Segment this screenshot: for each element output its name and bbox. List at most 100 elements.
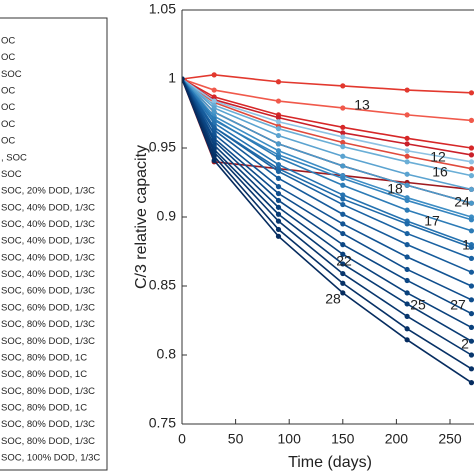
legend-label: SOC, 80% DOD, 1C xyxy=(1,352,87,363)
legend: OC OC SOC OC OC OC OC , SOC SOC SOC, 20% DOD, 1/3… xyxy=(1,36,100,464)
data-point xyxy=(340,175,346,181)
data-point xyxy=(340,280,346,286)
series-line xyxy=(182,78,472,246)
x-tick-label: 150 xyxy=(331,431,355,447)
legend-label: SOC, 80% DOD, 1C xyxy=(1,402,87,413)
series-line xyxy=(182,78,472,163)
data-point xyxy=(275,141,282,147)
data-point xyxy=(468,244,474,250)
data-point xyxy=(275,190,282,197)
data-point xyxy=(340,130,346,136)
data-point xyxy=(468,311,474,317)
data-point xyxy=(468,186,474,192)
data-point xyxy=(468,352,474,358)
data-point xyxy=(468,166,474,172)
data-point xyxy=(275,204,282,210)
data-point xyxy=(404,148,410,154)
curve-label: 13 xyxy=(354,97,370,113)
x-tick-label: 0 xyxy=(178,431,186,447)
legend-box xyxy=(0,17,108,471)
data-point xyxy=(404,207,410,213)
legend-label: SOC, 40% DOD, 1/3C xyxy=(1,236,95,247)
x-tick-label: 250 xyxy=(438,431,462,447)
data-point xyxy=(275,218,282,224)
x-axis-label: Time (days) xyxy=(288,454,372,471)
data-point xyxy=(340,201,346,208)
legend-label: SOC, 80% DOD, 1/3C xyxy=(1,336,95,347)
curve-label: 28 xyxy=(325,291,341,307)
data-point xyxy=(404,197,410,204)
y-tick-label: 0.8 xyxy=(157,346,177,362)
data-point xyxy=(404,141,410,147)
data-point xyxy=(211,87,217,93)
curve-label: 22 xyxy=(336,253,352,269)
curve-label: 1 xyxy=(462,237,470,253)
y-tick-label: 0.9 xyxy=(157,208,177,224)
data-point xyxy=(340,144,346,150)
data-point xyxy=(275,175,282,181)
data-point xyxy=(340,230,346,237)
data-point xyxy=(211,98,217,104)
data-point xyxy=(275,148,282,154)
data-point xyxy=(340,290,346,296)
data-point xyxy=(340,251,346,257)
data-point xyxy=(404,87,410,93)
curve-label: 27 xyxy=(450,297,466,313)
legend-label: SOC, 40% DOD, 1/3C xyxy=(1,219,95,230)
data-point xyxy=(275,155,282,161)
data-point xyxy=(404,230,410,237)
x-tick-label: 200 xyxy=(385,431,409,447)
data-point xyxy=(404,266,410,273)
data-point xyxy=(182,76,185,82)
data-point xyxy=(468,228,474,234)
series-line xyxy=(182,78,472,232)
data-point xyxy=(404,337,410,343)
data-point xyxy=(404,135,410,141)
axes: 0 50 100 150 200 250 0.75 0.8 0.85 0.9 0.95 1 1.05 xyxy=(149,1,462,447)
data-point xyxy=(468,283,474,289)
data-point xyxy=(404,277,410,284)
legend-label: SOC xyxy=(1,69,22,80)
legend-label: SOC, 100% DOD, 1/3C xyxy=(1,453,100,464)
series-line xyxy=(182,78,472,370)
legend-label: SOC, 60% DOD, 1/3C xyxy=(1,302,95,313)
series-line xyxy=(182,78,472,329)
data-point xyxy=(275,119,282,125)
data-point xyxy=(404,313,410,319)
data-point xyxy=(340,163,346,169)
series-line xyxy=(182,78,472,149)
data-point xyxy=(468,200,474,206)
legend-label: SOC, 80% DOD, 1/3C xyxy=(1,386,95,397)
y-tick-label: 0.75 xyxy=(149,415,176,431)
curve-label: 25 xyxy=(410,297,426,313)
series-line xyxy=(182,74,472,94)
data-point xyxy=(404,326,410,332)
series-line xyxy=(182,78,472,287)
data-point xyxy=(404,221,410,227)
series-line xyxy=(182,78,472,218)
legend-label: OC xyxy=(1,52,15,63)
y-tick-label: 0.95 xyxy=(149,139,176,155)
legend-label: SOC, 40% DOD, 1/3C xyxy=(1,252,95,263)
legend-label: OC xyxy=(1,36,15,47)
data-point xyxy=(340,134,346,140)
data-point xyxy=(275,126,282,132)
data-point xyxy=(468,117,474,123)
data-point xyxy=(340,124,346,130)
data-point xyxy=(275,211,282,217)
curve-label: 18 xyxy=(387,181,403,197)
data-point xyxy=(468,269,474,275)
data-point xyxy=(275,132,282,139)
x-tick-label: 100 xyxy=(278,431,302,447)
legend-label: SOC, 60% DOD, 1/3C xyxy=(1,286,95,297)
data-point xyxy=(211,105,217,111)
data-point xyxy=(340,192,346,198)
y-axis-label: C/3 relative capacity xyxy=(133,145,150,289)
data-point xyxy=(340,182,346,188)
data-point xyxy=(404,153,410,159)
data-point xyxy=(468,366,474,372)
curve-label: 2 xyxy=(461,336,469,352)
series-line xyxy=(182,78,472,384)
series-line xyxy=(182,78,472,177)
